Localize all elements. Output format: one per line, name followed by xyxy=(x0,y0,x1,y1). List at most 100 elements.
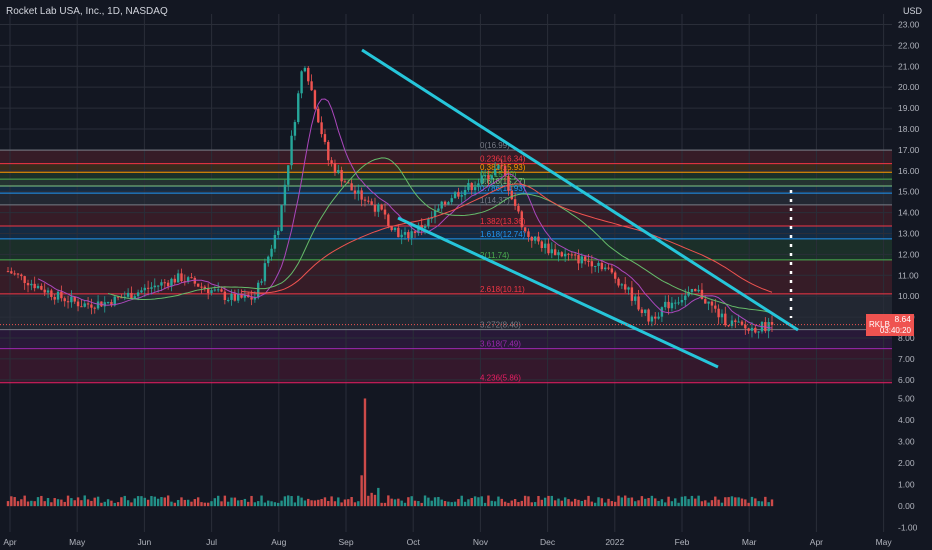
volume-bar xyxy=(133,498,136,507)
candle xyxy=(590,261,594,267)
candle xyxy=(677,302,680,304)
candle xyxy=(226,299,230,301)
volume-bar xyxy=(764,496,767,507)
candle xyxy=(707,301,710,304)
candle xyxy=(136,292,140,297)
volume-bar xyxy=(270,501,273,507)
volume-bar xyxy=(206,502,210,507)
candle xyxy=(216,289,220,291)
volume-bar xyxy=(587,495,590,507)
y-tick-label: 18.00 xyxy=(898,124,920,134)
volume-bar xyxy=(63,501,66,507)
candle xyxy=(150,287,153,289)
candle xyxy=(343,181,347,183)
candle xyxy=(290,135,293,166)
candle xyxy=(60,291,63,299)
fib-label: 0.382(15.93) xyxy=(480,163,526,172)
candle xyxy=(300,71,303,94)
ma-mid-line xyxy=(107,157,773,314)
volume-bar xyxy=(70,498,73,507)
y-tick-label: 13.00 xyxy=(898,228,920,238)
volume-bar xyxy=(196,497,200,507)
candle xyxy=(667,301,670,309)
candle xyxy=(23,276,26,283)
volume-bar xyxy=(630,497,634,507)
fib-label: 0.5(15.60) xyxy=(480,170,517,179)
fib-label: 1.382(13.36) xyxy=(480,217,526,226)
volume-bar xyxy=(183,499,187,507)
volume-bar xyxy=(327,500,330,507)
volume-bar xyxy=(647,497,650,507)
fib-label: 4.236(5.86) xyxy=(480,374,521,383)
volume-bar xyxy=(757,501,760,507)
candle xyxy=(664,301,667,308)
volume-bar xyxy=(43,501,46,507)
volume-bar xyxy=(423,495,427,507)
volume-bar xyxy=(664,502,667,507)
volume-bar xyxy=(473,496,477,507)
volume-bar xyxy=(543,497,547,507)
x-tick-label: Apr xyxy=(810,537,823,547)
candle xyxy=(43,289,46,293)
volume-tick-label: 3.00 xyxy=(898,437,915,447)
volume-bar xyxy=(330,496,333,507)
candle xyxy=(367,200,370,202)
candle xyxy=(166,282,170,287)
volume-bar xyxy=(150,496,153,507)
volume-bar xyxy=(340,502,343,507)
y-tick-label: 19.00 xyxy=(898,103,920,113)
candle xyxy=(654,316,657,319)
volume-bar xyxy=(540,499,543,507)
candle xyxy=(173,278,177,283)
currency-label: USD xyxy=(902,6,922,16)
candle xyxy=(160,282,163,286)
candle xyxy=(440,201,443,209)
volume-bar xyxy=(420,502,423,507)
candle xyxy=(190,277,193,279)
candle xyxy=(26,282,30,286)
volume-bar xyxy=(20,499,23,507)
volume-bar xyxy=(136,496,140,507)
candle xyxy=(243,294,247,298)
volume-bar xyxy=(737,497,740,507)
volume-bar xyxy=(317,499,320,507)
candle xyxy=(413,231,417,233)
volume-bar xyxy=(500,498,503,507)
upper-trendline xyxy=(361,48,799,332)
fib-label: 1(14.37) xyxy=(480,196,510,205)
volume-bar xyxy=(547,495,550,507)
volume-bar xyxy=(80,500,83,507)
volume-bar xyxy=(367,495,370,507)
volume-bar xyxy=(283,496,287,507)
candle xyxy=(76,301,80,307)
candle xyxy=(280,205,283,231)
volume-bar xyxy=(403,502,407,507)
candle xyxy=(737,321,740,323)
volume-tick-label: -1.00 xyxy=(898,523,918,533)
candle xyxy=(16,273,20,275)
candle xyxy=(320,122,323,135)
candle xyxy=(210,290,213,294)
candle xyxy=(687,292,690,296)
volume-bar xyxy=(520,500,523,507)
candle xyxy=(447,202,450,205)
volume-bar xyxy=(714,496,717,507)
candle xyxy=(80,306,83,308)
volume-bar xyxy=(527,496,530,507)
fib-band xyxy=(0,204,892,226)
x-tick-label: Sep xyxy=(338,537,353,547)
candle xyxy=(560,252,564,257)
candle xyxy=(570,254,574,256)
candle xyxy=(53,296,56,300)
volume-bar xyxy=(73,500,76,507)
candle xyxy=(577,255,580,264)
volume-bar xyxy=(513,499,517,507)
candle xyxy=(690,289,694,293)
volume-bar xyxy=(550,495,554,507)
candle xyxy=(553,249,557,256)
x-tick-label: Jun xyxy=(138,537,152,547)
fib-band xyxy=(0,172,892,180)
volume-bar xyxy=(650,495,654,507)
candle xyxy=(477,183,480,188)
